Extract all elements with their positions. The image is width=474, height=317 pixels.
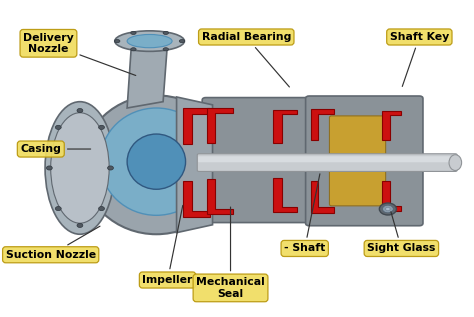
- Polygon shape: [273, 110, 297, 143]
- Text: Sight Glass: Sight Glass: [367, 212, 436, 254]
- Ellipse shape: [99, 207, 104, 210]
- Ellipse shape: [131, 48, 136, 51]
- Ellipse shape: [77, 223, 83, 228]
- Polygon shape: [183, 181, 210, 217]
- Ellipse shape: [115, 40, 120, 43]
- FancyBboxPatch shape: [197, 154, 457, 171]
- Ellipse shape: [179, 40, 185, 43]
- Polygon shape: [310, 181, 334, 213]
- FancyBboxPatch shape: [198, 156, 456, 162]
- Ellipse shape: [100, 108, 212, 215]
- Polygon shape: [383, 181, 401, 211]
- Ellipse shape: [131, 31, 136, 35]
- FancyBboxPatch shape: [202, 98, 313, 223]
- Polygon shape: [207, 108, 233, 143]
- Text: Delivery
Nozzle: Delivery Nozzle: [23, 33, 136, 75]
- Ellipse shape: [51, 113, 109, 223]
- Ellipse shape: [99, 125, 104, 129]
- Ellipse shape: [108, 166, 113, 170]
- Polygon shape: [127, 42, 168, 108]
- Ellipse shape: [55, 207, 61, 210]
- Ellipse shape: [45, 102, 115, 234]
- Ellipse shape: [127, 35, 172, 48]
- Text: Mechanical
Seal: Mechanical Seal: [196, 207, 265, 299]
- Ellipse shape: [77, 108, 83, 113]
- Text: - Shaft: - Shaft: [284, 174, 325, 254]
- Polygon shape: [183, 108, 210, 144]
- Ellipse shape: [449, 155, 462, 171]
- Ellipse shape: [55, 125, 61, 129]
- Ellipse shape: [383, 205, 393, 213]
- Ellipse shape: [46, 166, 52, 170]
- Polygon shape: [383, 111, 401, 140]
- Text: Suction Nozzle: Suction Nozzle: [6, 226, 100, 260]
- Ellipse shape: [163, 31, 168, 35]
- Text: Radial Bearing: Radial Bearing: [201, 32, 291, 87]
- Text: Shaft Key: Shaft Key: [390, 32, 449, 87]
- FancyBboxPatch shape: [329, 116, 386, 206]
- Polygon shape: [207, 179, 233, 214]
- Ellipse shape: [82, 95, 230, 234]
- Ellipse shape: [386, 207, 390, 210]
- Ellipse shape: [127, 134, 185, 189]
- Polygon shape: [273, 178, 297, 212]
- FancyBboxPatch shape: [306, 96, 423, 226]
- Ellipse shape: [379, 203, 396, 215]
- Text: Casing: Casing: [20, 144, 91, 154]
- Text: Impeller: Impeller: [142, 205, 193, 285]
- Polygon shape: [310, 109, 334, 140]
- Polygon shape: [177, 97, 212, 233]
- Ellipse shape: [115, 31, 184, 51]
- Ellipse shape: [163, 48, 168, 51]
